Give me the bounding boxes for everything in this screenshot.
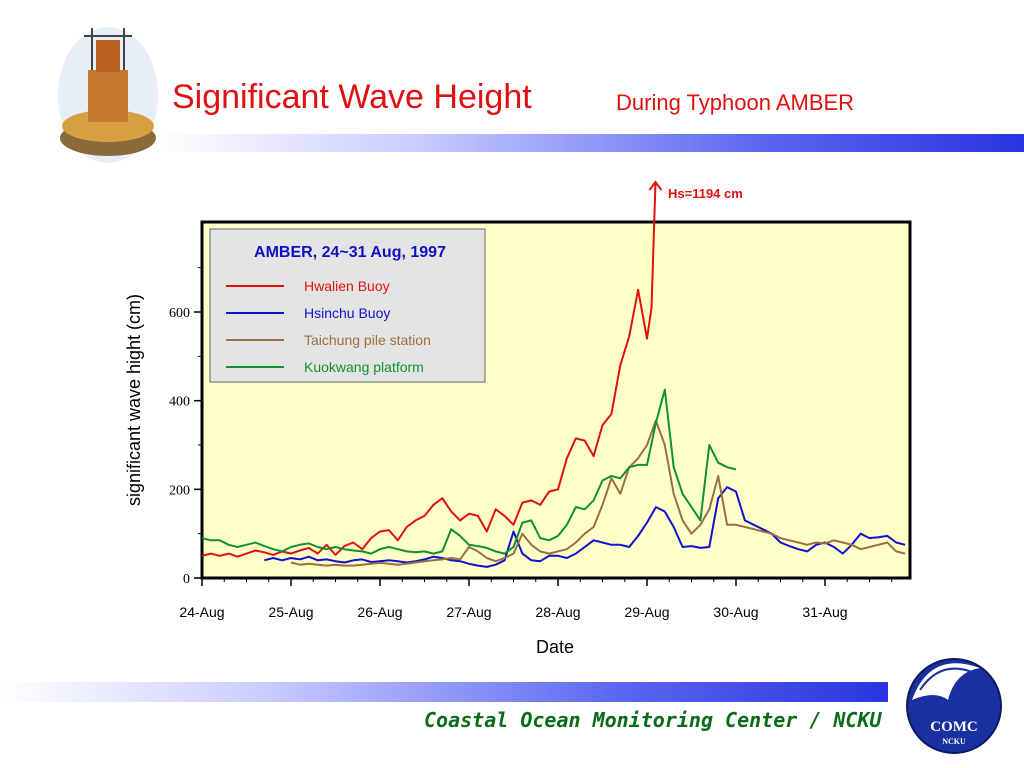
- page-subtitle: During Typhoon AMBER: [616, 90, 855, 115]
- series-line: [290, 419, 906, 567]
- peak-arrow: [648, 180, 663, 191]
- y-tick-label: 400: [169, 395, 190, 410]
- x-tick-label: 24-Aug: [179, 604, 224, 620]
- x-axis-label: Date: [536, 637, 574, 657]
- y-axis-label: significant wave hight (cm): [124, 294, 144, 506]
- legend: AMBER, 24~31 Aug, 1997 Hwalien Buoy Hsinc…: [209, 228, 486, 383]
- logo-name: COMC: [930, 719, 978, 735]
- x-tick-label: 25-Aug: [268, 604, 313, 620]
- legend-label: Hwalien Buoy: [304, 278, 390, 294]
- buoy-logo: [58, 27, 158, 163]
- x-tick-label: 31-Aug: [802, 604, 847, 620]
- comc-logo: COMC NCKU: [906, 658, 1002, 754]
- peak-annotation: Hs=1194 cm: [668, 186, 743, 201]
- title-underline-bar: [158, 134, 1024, 152]
- series-layer: [201, 180, 906, 568]
- page-title: Significant Wave Height: [172, 78, 532, 116]
- logo-sub: NCKU: [942, 737, 966, 746]
- y-tick-label: 600: [169, 306, 190, 321]
- x-tick-label: 30-Aug: [713, 604, 758, 620]
- y-tick-label: 0: [183, 572, 190, 587]
- legend-box: [209, 228, 486, 383]
- x-tick-label: 29-Aug: [624, 604, 669, 620]
- legend-label: Taichung pile station: [304, 332, 431, 348]
- series-line: [201, 181, 657, 558]
- plot-area: [200, 220, 912, 580]
- series-line: [264, 486, 906, 568]
- legend-items: Hwalien Buoy Hsinchu Buoy Taichung pile st…: [226, 278, 431, 375]
- footer-bar: [0, 682, 888, 702]
- y-tick-label: 200: [169, 483, 190, 498]
- footer-text: Coastal Ocean Monitoring Center / NCKU: [424, 708, 882, 732]
- series-line: [201, 388, 737, 555]
- axes: 0 200 400 600 24-Aug 25-Aug 26-Aug 27-Aug 28-Aug…: [169, 267, 893, 620]
- legend-title: AMBER, 24~31 Aug, 1997: [254, 244, 446, 261]
- x-tick-label: 26-Aug: [357, 604, 402, 620]
- x-tick-label: 27-Aug: [446, 604, 491, 620]
- x-tick-label: 28-Aug: [535, 604, 580, 620]
- legend-label: Hsinchu Buoy: [304, 305, 390, 321]
- legend-label: Kuokwang platform: [304, 359, 424, 375]
